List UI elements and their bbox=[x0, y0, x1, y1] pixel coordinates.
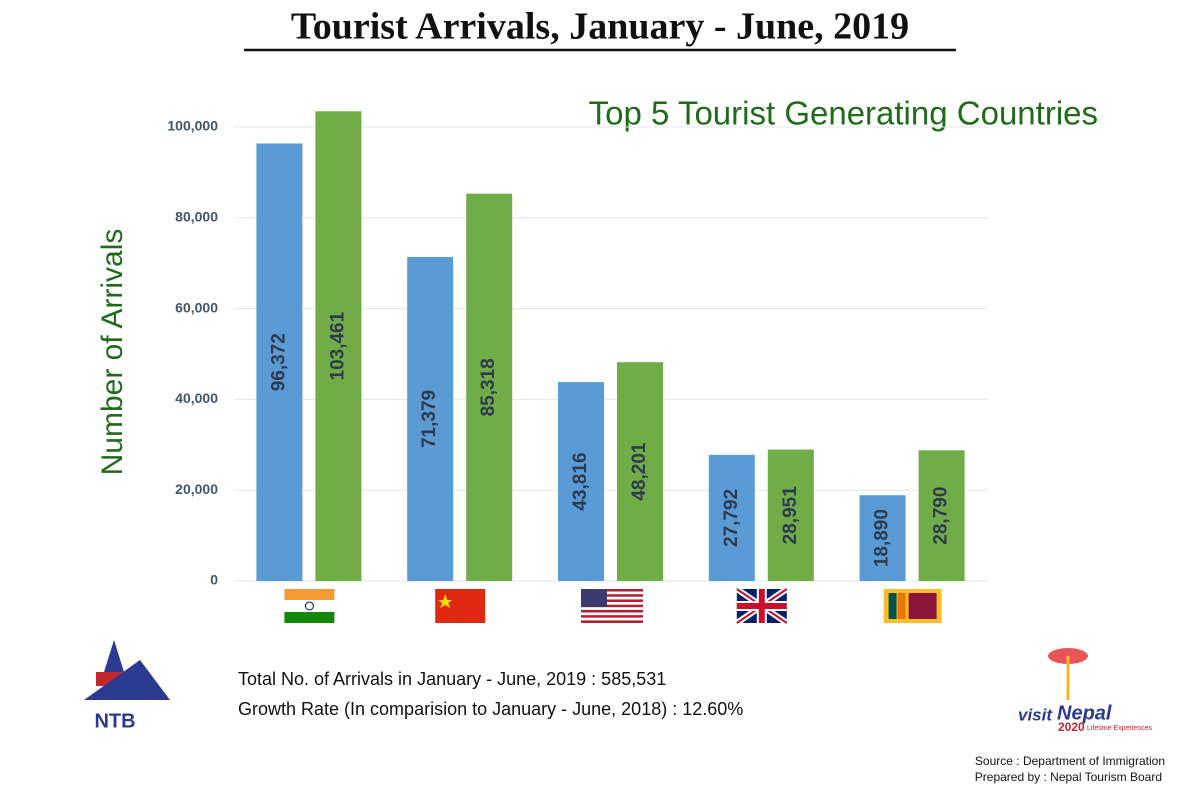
flag-part bbox=[581, 596, 643, 600]
bar bbox=[466, 193, 513, 581]
y-tick-label: 100,000 bbox=[167, 118, 218, 134]
bar bbox=[315, 111, 362, 582]
category-flag bbox=[735, 586, 789, 626]
value-label: 103,461 bbox=[327, 311, 348, 380]
flag-part bbox=[304, 601, 314, 611]
flag-part bbox=[581, 602, 643, 605]
category-flag bbox=[581, 589, 643, 623]
ntb-logo: NTB bbox=[84, 640, 170, 732]
flag-part bbox=[581, 617, 643, 621]
note: Growth Rate (In comparision to January -… bbox=[238, 699, 743, 719]
flag-part bbox=[581, 604, 643, 608]
prepared-by: Prepared by : Nepal Tourism Board bbox=[975, 770, 1162, 784]
flag-part bbox=[284, 589, 335, 600]
flag-part bbox=[581, 612, 643, 616]
flag-part bbox=[435, 589, 486, 623]
category-flag bbox=[435, 589, 486, 623]
bar bbox=[617, 362, 663, 581]
y-tick-label: 40,000 bbox=[175, 390, 218, 406]
category-flag bbox=[883, 589, 942, 623]
value-label: 18,890 bbox=[872, 509, 893, 567]
flag-part bbox=[438, 594, 453, 608]
flag-part bbox=[581, 607, 643, 610]
logo-text: Lifetime Experiences bbox=[1087, 725, 1152, 732]
chart-subtitle: Top 5 Tourist Generating Countries bbox=[589, 95, 1098, 132]
y-tick-label: 80,000 bbox=[175, 209, 218, 225]
flag-part bbox=[581, 615, 643, 618]
y-tick-label: 0 bbox=[210, 572, 218, 588]
y-axis-label: Number of Arrivals bbox=[96, 229, 129, 476]
flag-part bbox=[888, 593, 897, 619]
y-tick-label: 60,000 bbox=[175, 299, 218, 315]
value-label: 28,951 bbox=[780, 486, 801, 545]
flag-part bbox=[581, 599, 643, 603]
note: Total No. of Arrivals in January - June,… bbox=[238, 669, 666, 689]
value-label: 96,372 bbox=[268, 333, 289, 391]
y-tick-label: 20,000 bbox=[175, 481, 218, 497]
flag-part bbox=[908, 593, 937, 619]
flag-part bbox=[581, 589, 607, 607]
flag-part bbox=[581, 594, 643, 597]
value-label: 43,816 bbox=[570, 452, 591, 510]
bar bbox=[859, 495, 906, 581]
value-label: 27,792 bbox=[721, 489, 742, 547]
visit-nepal-logo: visit Nepal 2020 Lifetime Experiences bbox=[1018, 648, 1152, 734]
flag-part bbox=[581, 620, 643, 623]
logo-text: 2020 bbox=[1058, 720, 1085, 734]
flag-part bbox=[581, 609, 643, 613]
flag-part bbox=[284, 600, 335, 612]
bar bbox=[407, 256, 454, 581]
flag-part bbox=[581, 589, 643, 592]
bar bbox=[558, 382, 604, 581]
source: Source : Department of Immigration bbox=[975, 754, 1165, 768]
value-label: 85,318 bbox=[478, 358, 499, 416]
flag-part bbox=[284, 612, 335, 623]
flag-part bbox=[897, 593, 906, 619]
bar bbox=[256, 143, 303, 581]
logo-text: Nepal bbox=[1057, 702, 1112, 724]
value-label: 48,201 bbox=[629, 442, 650, 501]
bar bbox=[918, 450, 965, 581]
value-label: 28,790 bbox=[931, 487, 952, 545]
chart-title: Tourist Arrivals, January - June, 2019 bbox=[291, 6, 909, 48]
bar bbox=[767, 449, 814, 581]
ntb-text: NTB bbox=[94, 710, 135, 732]
bar bbox=[708, 454, 755, 581]
flag-part bbox=[736, 589, 787, 623]
flag-part bbox=[581, 591, 643, 595]
value-label: 71,379 bbox=[419, 390, 440, 448]
category-flag bbox=[284, 589, 335, 623]
logo-text: visit bbox=[1018, 705, 1053, 724]
